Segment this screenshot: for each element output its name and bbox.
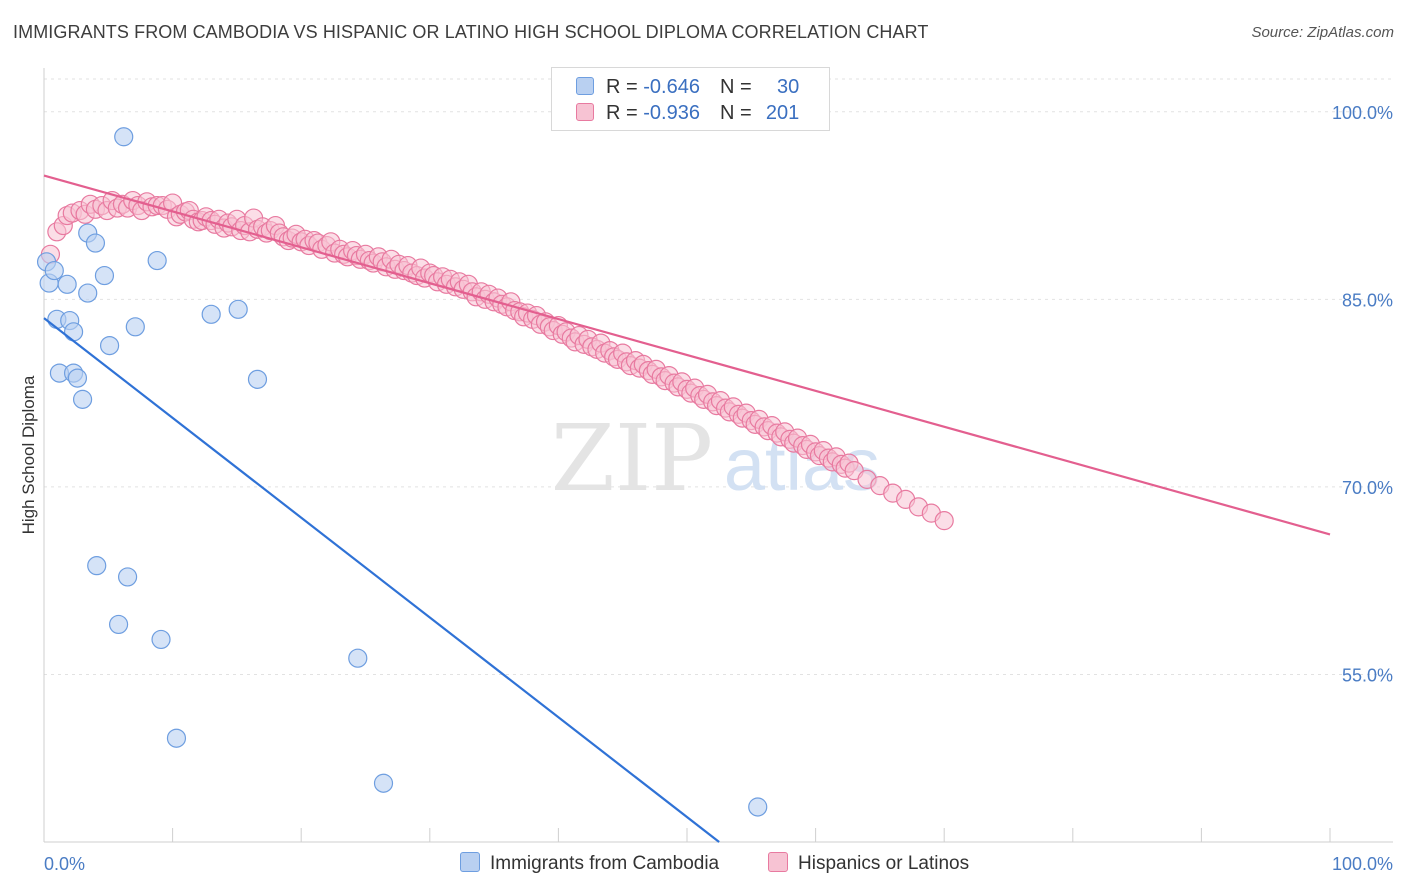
- cambodia-point: [94, 265, 115, 286]
- cambodia-point: [99, 335, 120, 356]
- cambodia-point: [373, 773, 394, 793]
- legend-item-hispanic: Hispanics or Latinos: [768, 852, 969, 875]
- cambodia-point: [748, 797, 768, 817]
- watermark-zip: ZIP: [551, 405, 713, 512]
- hispanic-legend-swatch: [768, 852, 788, 872]
- source-label: Source: ZipAtlas.com: [1251, 24, 1394, 41]
- hispanic-point: [934, 511, 954, 531]
- cambodia-point: [72, 389, 93, 409]
- y-tick-label: 55.0%: [1342, 665, 1393, 685]
- legend-item-cambodia: Immigrants from Cambodia: [460, 852, 719, 875]
- cambodia-legend-swatch: [460, 852, 480, 872]
- hispanic-legend-label: Hispanics or Latinos: [798, 853, 970, 874]
- cambodia-point: [247, 369, 268, 389]
- cambodia-point: [108, 614, 129, 635]
- cambodia-point: [63, 322, 84, 342]
- cambodia-point: [117, 567, 138, 587]
- cambodia-point: [87, 556, 107, 576]
- cambodia-legend-label: Immigrants from Cambodia: [490, 853, 720, 874]
- hispanic-points: [40, 190, 954, 531]
- n-label: N =: [719, 102, 758, 124]
- axis-labels: High School Diploma 0.0% 100.0% 100.0% 85…: [19, 103, 1393, 874]
- trend-lines: [43, 174, 1331, 843]
- n-label: N =: [719, 76, 758, 98]
- cambodia-point: [114, 127, 134, 147]
- legend-row-cambodia: R = -0.646 N = 30: [576, 76, 799, 100]
- cambodia-point: [44, 260, 64, 281]
- chart-title: IMMIGRANTS FROM CAMBODIA VS HISPANIC OR …: [13, 22, 929, 42]
- cambodia-point: [147, 250, 167, 271]
- n-value: 201: [765, 102, 800, 124]
- grid-lines: [44, 78, 1393, 675]
- cambodia-point: [201, 304, 221, 324]
- x-tick-left: 0.0%: [44, 854, 85, 874]
- cambodia-point: [348, 648, 368, 668]
- cambodia-point: [67, 368, 88, 388]
- r-label: R =: [606, 76, 644, 98]
- cambodia-point: [151, 629, 171, 650]
- cambodia-point: [85, 233, 106, 253]
- x-tick-right: 100.0%: [1332, 854, 1393, 874]
- cambodia-point: [125, 317, 145, 337]
- stats-legend: R = -0.646 N = 30 R = -0.936 N = 201: [551, 67, 830, 131]
- axes: [43, 68, 1393, 843]
- y-tick-label: 100.0%: [1332, 103, 1393, 123]
- r-label: R =: [606, 102, 644, 124]
- y-tick-label: 70.0%: [1342, 478, 1393, 498]
- r-value: -0.646: [643, 76, 700, 98]
- n-value: 30: [776, 76, 800, 98]
- cambodia-point: [57, 274, 77, 294]
- hispanic-swatch: [576, 103, 594, 121]
- r-value: -0.936: [643, 102, 700, 124]
- cambodia-point: [166, 728, 187, 748]
- cambodia-swatch: [576, 77, 594, 95]
- y-tick-label: 85.0%: [1342, 290, 1393, 310]
- legend-row-hispanic: R = -0.936 N = 201: [576, 102, 799, 126]
- cambodia-point: [78, 283, 98, 303]
- cambodia-trend-line: [43, 317, 720, 843]
- hispanic-trend-line: [43, 174, 1331, 536]
- cambodia-point: [228, 299, 248, 319]
- y-axis-label: High School Diploma: [19, 375, 38, 534]
